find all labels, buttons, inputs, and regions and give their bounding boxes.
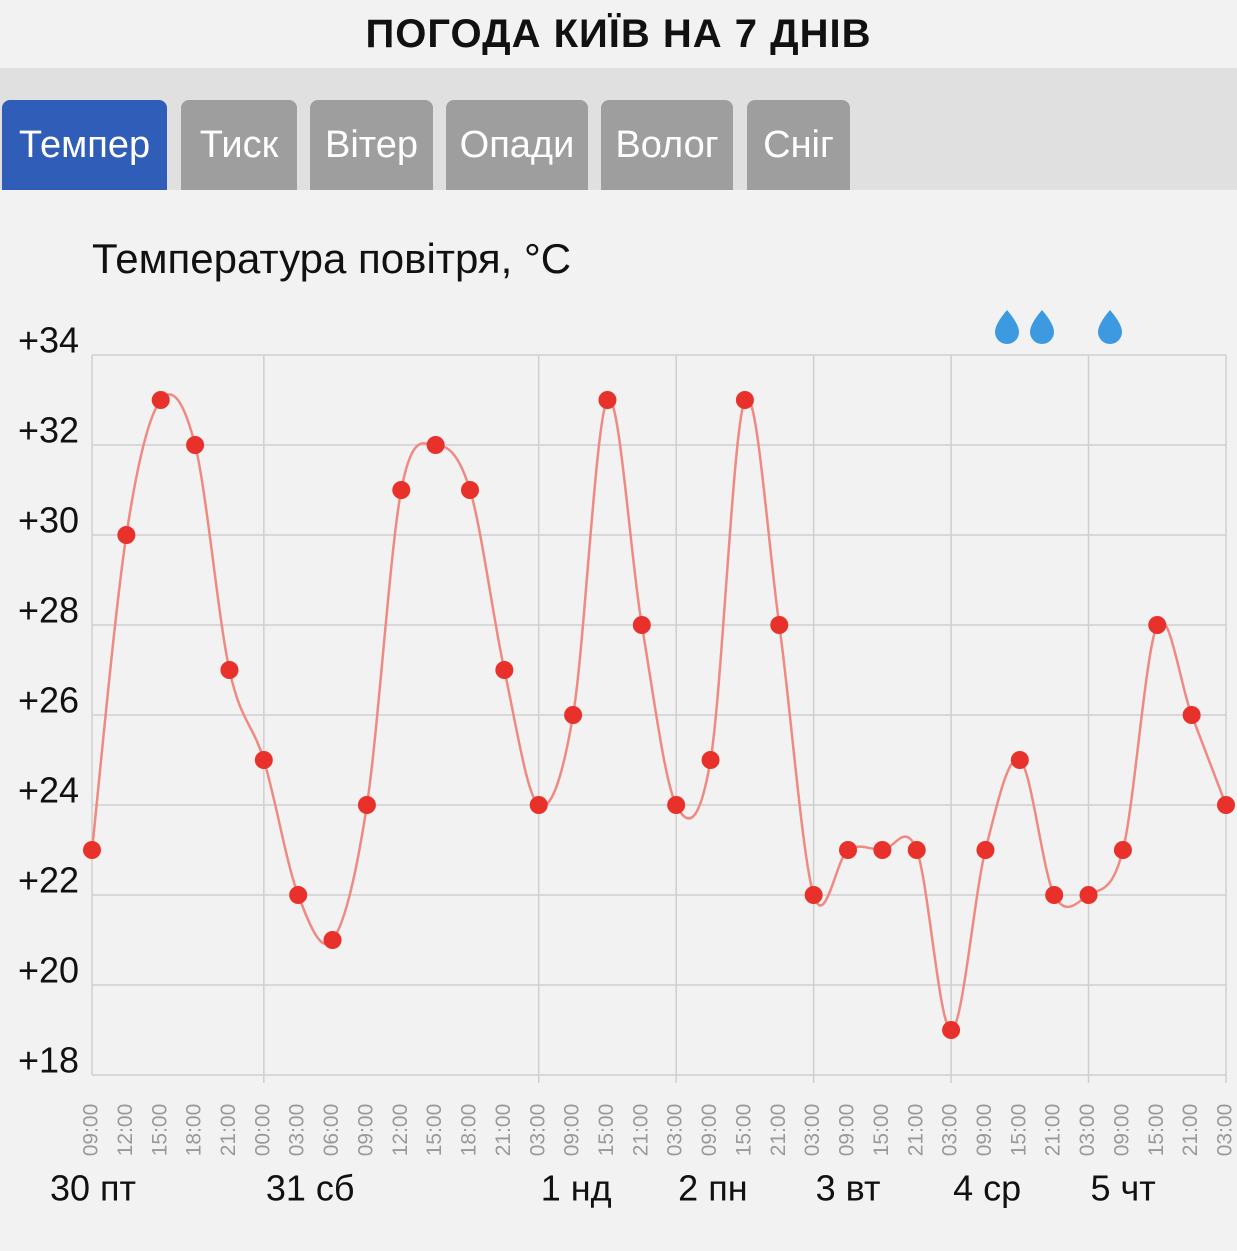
y-tick-label: +34 (18, 320, 79, 361)
data-point (83, 841, 101, 859)
data-point (839, 841, 857, 859)
x-tick-label: 21:00 (217, 1104, 240, 1157)
tab-bar: Темпер Тиск Вітер Опади Волог Сніг (0, 68, 1237, 190)
x-tick-label: 03:00 (801, 1104, 824, 1157)
data-point (701, 751, 720, 769)
data-point (976, 841, 995, 859)
x-tick-label: 09:00 (836, 1104, 859, 1157)
data-point (1148, 616, 1167, 634)
rain-icons (995, 310, 1122, 344)
x-tick-label: 15:00 (732, 1104, 755, 1157)
day-label: 4 ср (953, 1168, 1021, 1209)
data-point (1113, 841, 1132, 859)
y-tick-label: +22 (18, 860, 79, 901)
x-tick-label: 21:00 (767, 1104, 790, 1157)
data-point (357, 796, 376, 814)
x-tick-label: 15:00 (870, 1104, 893, 1157)
chart-title: Температура повітря, °C (92, 235, 571, 282)
y-tick-label: +28 (18, 590, 79, 631)
day-label: 30 пт (50, 1168, 136, 1209)
x-tick-label: 15:00 (595, 1104, 618, 1157)
data-point (1217, 796, 1235, 814)
y-tick-label: +24 (18, 770, 79, 811)
x-tick-label: 12:00 (389, 1104, 412, 1157)
tab[interactable]: Волог (601, 100, 733, 190)
data-point (907, 841, 926, 859)
x-tick-label: 03:00 (939, 1104, 962, 1157)
data-point (632, 616, 651, 634)
data-point (1045, 886, 1064, 904)
x-tick-label: 03:00 (526, 1104, 549, 1157)
data-point (529, 796, 548, 814)
x-tick-label: 03:00 (1076, 1104, 1099, 1157)
x-tick-label: 15:00 (1145, 1104, 1168, 1157)
x-tick-label: 21:00 (629, 1104, 652, 1157)
x-tick-label: 15:00 (148, 1104, 171, 1157)
y-tick-label: +20 (18, 950, 79, 991)
data-point (1079, 886, 1098, 904)
data-point (804, 886, 823, 904)
x-tick-label: 15:00 (1007, 1104, 1030, 1157)
x-tick-label: 18:00 (183, 1104, 206, 1157)
data-point (1010, 751, 1029, 769)
tab[interactable]: Вітер (310, 100, 433, 190)
tab[interactable]: Сніг (747, 100, 850, 190)
day-label: 31 сб (266, 1168, 355, 1209)
x-tick-label: 06:00 (320, 1104, 343, 1157)
x-tick-label: 15:00 (423, 1104, 446, 1157)
data-point (667, 796, 686, 814)
data-point (735, 391, 754, 409)
x-tick-label: 21:00 (1179, 1104, 1202, 1157)
data-point (289, 886, 308, 904)
tab[interactable]: Тиск (181, 100, 297, 190)
x-tick-label: 09:00 (80, 1104, 103, 1157)
x-tick-label: 09:00 (354, 1104, 377, 1157)
x-tick-label: 03:00 (664, 1104, 687, 1157)
data-point (254, 751, 273, 769)
y-tick-label: +32 (18, 410, 79, 451)
data-point (942, 1021, 961, 1039)
data-point (1182, 706, 1201, 724)
chart: Температура повітря, °C +18 +20 +22 +24 +26 +… (18, 235, 1237, 1209)
x-tick-label: 12:00 (114, 1104, 137, 1157)
tab[interactable]: Опади (446, 100, 588, 190)
x-tick-label: 03:00 (286, 1104, 309, 1157)
data-point (323, 931, 342, 949)
day-label: 2 пн (678, 1168, 747, 1209)
data-point (186, 436, 205, 454)
x-tick-label: 18:00 (458, 1104, 481, 1157)
data-point (564, 706, 583, 724)
x-tick-label: 03:00 (1214, 1104, 1237, 1157)
data-point (873, 841, 892, 859)
x-tick-label: 21:00 (904, 1104, 927, 1157)
data-point (220, 661, 239, 679)
y-tick-label: +18 (18, 1040, 79, 1081)
day-label: 1 нд (541, 1168, 612, 1209)
page-title: ПОГОДА КИЇВ НА 7 ДНІВ (365, 11, 872, 56)
x-tick-label: 09:00 (1110, 1104, 1133, 1157)
x-tick-label: 00:00 (251, 1104, 274, 1157)
day-label: 3 вт (816, 1168, 881, 1209)
tab[interactable]: Темпер (2, 100, 167, 190)
temperature-line (90, 393, 1228, 1032)
data-point (426, 436, 445, 454)
data-point (117, 526, 136, 544)
x-tick-label: 09:00 (561, 1104, 584, 1157)
data-point (770, 616, 789, 634)
data-point (461, 481, 479, 499)
x-tick-label: 09:00 (698, 1104, 721, 1157)
data-point (495, 661, 514, 679)
data-point (392, 481, 411, 499)
y-tick-label: +30 (18, 500, 79, 541)
data-point (151, 391, 170, 409)
y-tick-label: +26 (18, 680, 79, 721)
data-point (598, 391, 617, 409)
x-tick-label: 09:00 (973, 1104, 996, 1157)
day-label: 5 чт (1091, 1168, 1156, 1209)
x-tick-label: 21:00 (1042, 1104, 1065, 1157)
x-tick-label: 21:00 (492, 1104, 515, 1157)
